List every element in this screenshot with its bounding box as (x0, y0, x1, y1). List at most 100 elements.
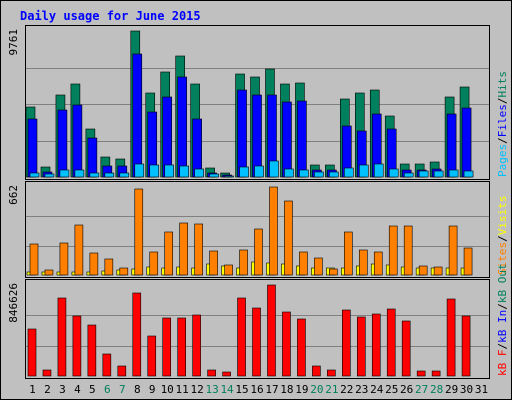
bar-kb-f-day-6 (102, 353, 112, 377)
bar-kb-f-day-10 (162, 317, 172, 377)
bar-pages-day-25 (388, 168, 399, 178)
x-tick-label-day-20: 20 (310, 383, 323, 396)
x-tick-label-day-14: 14 (220, 383, 234, 396)
bar-files-day-1 (27, 118, 38, 178)
x-tick-label-day-9: 9 (149, 383, 156, 396)
bar-sites-day-27 (418, 265, 428, 276)
legend-item: Files (496, 104, 509, 137)
bar-files-day-4 (72, 104, 83, 178)
bar-kb-f-day-3 (57, 297, 67, 377)
bar-pages-day-30 (463, 170, 474, 178)
bar-kb-f-day-15 (237, 297, 246, 377)
bar-sites-day-25 (388, 225, 398, 276)
bar-sites-day-22 (344, 231, 353, 276)
bar-sites-day-12 (194, 223, 203, 276)
chart-title: Daily usage for June 2015 (20, 9, 201, 23)
y-max-label: 846626 (7, 283, 20, 323)
bar-kb-f-day-9 (147, 335, 157, 377)
x-tick-label-day-16: 16 (250, 383, 263, 396)
bar-kb-f-day-27 (416, 370, 426, 377)
bar-pages-day-18 (284, 168, 294, 178)
legend-kbytes: kB F/kB In/kB Out (496, 263, 509, 376)
bar-pages-day-21 (329, 171, 339, 178)
bar-kb-f-day-4 (72, 315, 82, 377)
bar-files-day-12 (192, 118, 202, 178)
bar-kb-f-day-29 (446, 298, 456, 377)
bar-pages-day-8 (134, 163, 145, 178)
bar-sites-day-11 (179, 222, 188, 276)
x-tick-label-day-22: 22 (340, 383, 353, 396)
bar-sites-day-20 (314, 257, 323, 276)
bar-files-day-8 (132, 53, 143, 178)
x-tick-label-day-18: 18 (280, 383, 293, 396)
bar-sites-day-18 (284, 200, 293, 276)
bar-kb-f-day-19 (297, 318, 306, 377)
bar-files-day-15 (237, 89, 247, 178)
bar-kb-f-day-13 (207, 369, 216, 377)
bar-sites-day-21 (329, 268, 338, 276)
bar-sites-day-19 (299, 251, 308, 276)
x-tick-label-day-30: 30 (460, 383, 473, 396)
bar-kb-f-day-30 (461, 315, 471, 377)
x-tick-label-day-24: 24 (370, 383, 384, 396)
bar-files-day-11 (177, 76, 187, 178)
bar-sites-day-10 (164, 231, 174, 276)
legend-item: Pages (496, 144, 509, 177)
bar-kb-f-day-17 (267, 284, 276, 377)
legend-visits_sites: Sites/Visits (496, 196, 509, 276)
bar-sites-day-6 (104, 258, 114, 276)
legend-item: / (496, 303, 509, 310)
bar-pages-day-10 (164, 164, 175, 178)
legend-hits_files_pages: Pages/Files/Hits (496, 71, 509, 177)
bar-pages-day-6 (104, 172, 115, 178)
bar-pages-day-23 (358, 164, 369, 178)
bar-pages-day-26 (403, 172, 414, 178)
legend-item: Sites (496, 242, 509, 275)
legend-item: / (496, 235, 509, 242)
y-max-label: 662 (7, 185, 20, 205)
bar-kb-f-day-16 (252, 307, 261, 377)
bar-kb-f-day-24 (371, 313, 381, 377)
bar-pages-day-19 (299, 169, 309, 178)
legend-item: Visits (496, 196, 509, 236)
bar-sites-day-17 (269, 186, 278, 276)
x-tick-label-day-25: 25 (385, 383, 398, 396)
bar-sites-day-26 (403, 225, 413, 276)
bar-sites-day-13 (209, 250, 218, 276)
bar-sites-day-24 (373, 251, 383, 276)
legend-item: kB In (496, 310, 509, 343)
bar-sites-day-28 (433, 266, 443, 276)
legend-item: kB F (496, 350, 509, 377)
bar-files-day-19 (297, 100, 307, 178)
bar-files-day-30 (461, 107, 472, 178)
bar-sites-day-15 (239, 249, 248, 276)
bar-pages-day-11 (179, 165, 189, 178)
x-tick-label-day-27: 27 (415, 383, 428, 396)
bar-files-day-18 (282, 101, 292, 178)
bar-kb-f-day-20 (312, 365, 321, 377)
bar-pages-day-14 (224, 175, 234, 178)
bar-files-day-29 (446, 113, 457, 178)
x-tick-label-day-8: 8 (134, 383, 141, 396)
bar-kb-f-day-22 (342, 309, 351, 377)
x-axis-day-labels: 1 2 3 4 5 6 7 8 9 10 11 12 13 14 15 16 17 18 19 20 21 22 23 24 2… (29, 383, 488, 396)
x-tick-label-day-5: 5 (89, 383, 96, 396)
x-tick-label-day-31: 31 (475, 383, 488, 396)
bar-sites-day-8 (134, 188, 144, 276)
x-tick-label-day-11: 11 (176, 383, 189, 396)
x-tick-label-day-12: 12 (191, 383, 204, 396)
bar-kb-f-day-26 (401, 320, 411, 377)
bar-pages-day-28 (433, 170, 444, 178)
bar-kb-f-day-21 (327, 369, 336, 377)
bar-pages-day-9 (149, 164, 160, 178)
bar-pages-day-16 (254, 165, 264, 178)
x-tick-label-day-21: 21 (325, 383, 338, 396)
bar-sites-day-1 (29, 243, 39, 276)
bar-pages-day-2 (44, 173, 55, 178)
bar-pages-day-17 (269, 160, 279, 178)
bar-kb-f-day-18 (282, 311, 291, 377)
bar-pages-day-12 (194, 168, 204, 178)
bar-kb-f-day-14 (222, 371, 231, 377)
